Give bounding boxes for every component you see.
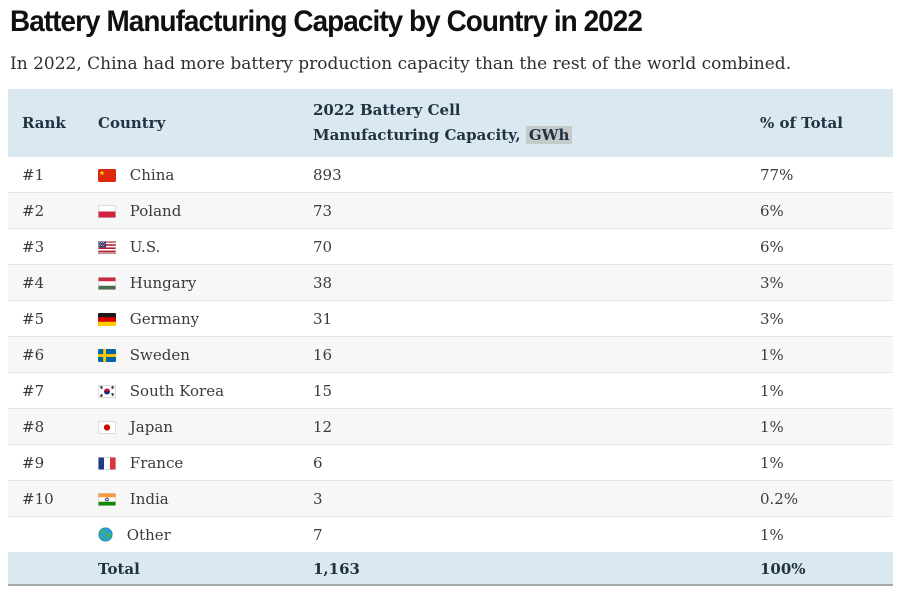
capacity-cell: 893 — [299, 157, 746, 193]
table-footer: Total 1,163 100% — [8, 552, 893, 586]
capacity-cell: 12 — [299, 408, 746, 445]
country-label: U.S. — [129, 237, 161, 256]
header-capacity-line1: 2022 Battery Cell — [313, 101, 461, 119]
capacity-cell: 3 — [299, 480, 746, 517]
table-row-other: Other 7 1% — [8, 516, 893, 553]
table-row-japan: #8 Japan 12 1% — [8, 408, 893, 445]
total-capacity-cell: 1,163 — [299, 552, 746, 586]
country-cell: Sweden — [84, 336, 299, 373]
country-cell: Other — [84, 516, 299, 553]
page-subtitle: In 2022, China had more battery producti… — [10, 54, 792, 74]
country-label: Poland — [129, 201, 182, 220]
percent-cell: 6% — [746, 192, 893, 229]
flag-south-korea-icon — [98, 384, 116, 398]
rank-cell: #6 — [8, 336, 84, 373]
country-cell: China — [84, 157, 299, 193]
header-rank: Rank — [8, 89, 84, 157]
header-capacity: 2022 Battery Cell Manufacturing Capacity… — [299, 89, 746, 157]
flag-india-icon — [98, 492, 116, 506]
percent-cell: 0.2% — [746, 480, 893, 517]
capacity-cell: 31 — [299, 300, 746, 337]
country-label: South Korea — [129, 381, 225, 400]
table-row-hungary: #4 Hungary 38 3% — [8, 264, 893, 301]
capacity-cell: 38 — [299, 264, 746, 301]
rank-cell: #4 — [8, 264, 84, 301]
capacity-cell: 73 — [299, 192, 746, 229]
flag-japan-icon — [98, 420, 116, 434]
country-cell: Hungary — [84, 264, 299, 301]
rank-cell: #10 — [8, 480, 84, 517]
percent-cell: 1% — [746, 336, 893, 373]
total-label-cell: Total — [84, 552, 299, 586]
country-label: Japan — [129, 417, 173, 436]
rank-cell: #8 — [8, 408, 84, 445]
header-row: Rank Country 2022 Battery Cell Manufactu… — [8, 89, 893, 157]
capacity-cell: 70 — [299, 228, 746, 265]
flag-us-icon — [98, 240, 116, 254]
country-label: Sweden — [129, 345, 190, 364]
percent-cell: 3% — [746, 300, 893, 337]
country-label: Hungary — [129, 273, 197, 292]
table-body: #1 China 893 77% #2 Poland 73 6% — [8, 157, 893, 553]
capacity-cell: 7 — [299, 516, 746, 553]
country-label: Other — [126, 525, 171, 544]
country-cell: Japan — [84, 408, 299, 445]
table-row-germany: #5 Germany 31 3% — [8, 300, 893, 337]
flag-germany-icon — [98, 312, 116, 326]
globe-icon — [98, 527, 113, 542]
rank-cell: #2 — [8, 192, 84, 229]
table-row-us: #3 U.S. 70 6% — [8, 228, 893, 265]
total-percent-cell: 100% — [746, 552, 893, 586]
country-cell: France — [84, 444, 299, 481]
rank-cell: #1 — [8, 157, 84, 193]
table-header: Rank Country 2022 Battery Cell Manufactu… — [8, 89, 893, 157]
table-row-poland: #2 Poland 73 6% — [8, 192, 893, 229]
country-cell: U.S. — [84, 228, 299, 265]
rank-cell: #7 — [8, 372, 84, 409]
table-row-france: #9 France 6 1% — [8, 444, 893, 481]
capacity-unit-term[interactable]: GWh — [525, 126, 573, 144]
percent-cell: 1% — [746, 444, 893, 481]
table-row-sweden: #6 Sweden 16 1% — [8, 336, 893, 373]
percent-cell: 1% — [746, 408, 893, 445]
capacity-table: Rank Country 2022 Battery Cell Manufactu… — [8, 89, 893, 586]
country-cell: Poland — [84, 192, 299, 229]
table-row-india: #10 India 3 0.2% — [8, 480, 893, 517]
total-row: Total 1,163 100% — [8, 552, 893, 586]
country-cell: Germany — [84, 300, 299, 337]
rank-cell: #3 — [8, 228, 84, 265]
page: Battery Manufacturing Capacity by Countr… — [0, 5, 900, 586]
percent-cell: 6% — [746, 228, 893, 265]
capacity-cell: 15 — [299, 372, 746, 409]
country-label: India — [129, 489, 169, 508]
country-label: France — [129, 453, 184, 472]
country-label: Germany — [129, 309, 200, 328]
capacity-cell: 16 — [299, 336, 746, 373]
country-cell: India — [84, 480, 299, 517]
table-row-south-korea: #7 South Korea 15 1% — [8, 372, 893, 409]
rank-cell — [8, 516, 84, 553]
total-rank-cell — [8, 552, 84, 586]
country-label: China — [129, 165, 175, 184]
rank-cell: #9 — [8, 444, 84, 481]
country-cell: South Korea — [84, 372, 299, 409]
flag-china-icon — [98, 168, 116, 182]
header-country: Country — [84, 89, 299, 157]
flag-sweden-icon — [98, 348, 116, 362]
capacity-cell: 6 — [299, 444, 746, 481]
flag-france-icon — [98, 456, 116, 470]
header-capacity-line2: Manufacturing Capacity, — [313, 126, 521, 144]
header-percent: % of Total — [746, 89, 893, 157]
page-title: Battery Manufacturing Capacity by Countr… — [10, 5, 643, 38]
percent-cell: 77% — [746, 157, 893, 193]
capacity-table-container: Rank Country 2022 Battery Cell Manufactu… — [8, 89, 893, 586]
percent-cell: 1% — [746, 516, 893, 553]
table-row-china: #1 China 893 77% — [8, 157, 893, 193]
percent-cell: 3% — [746, 264, 893, 301]
flag-hungary-icon — [98, 276, 116, 290]
rank-cell: #5 — [8, 300, 84, 337]
percent-cell: 1% — [746, 372, 893, 409]
flag-poland-icon — [98, 204, 116, 218]
